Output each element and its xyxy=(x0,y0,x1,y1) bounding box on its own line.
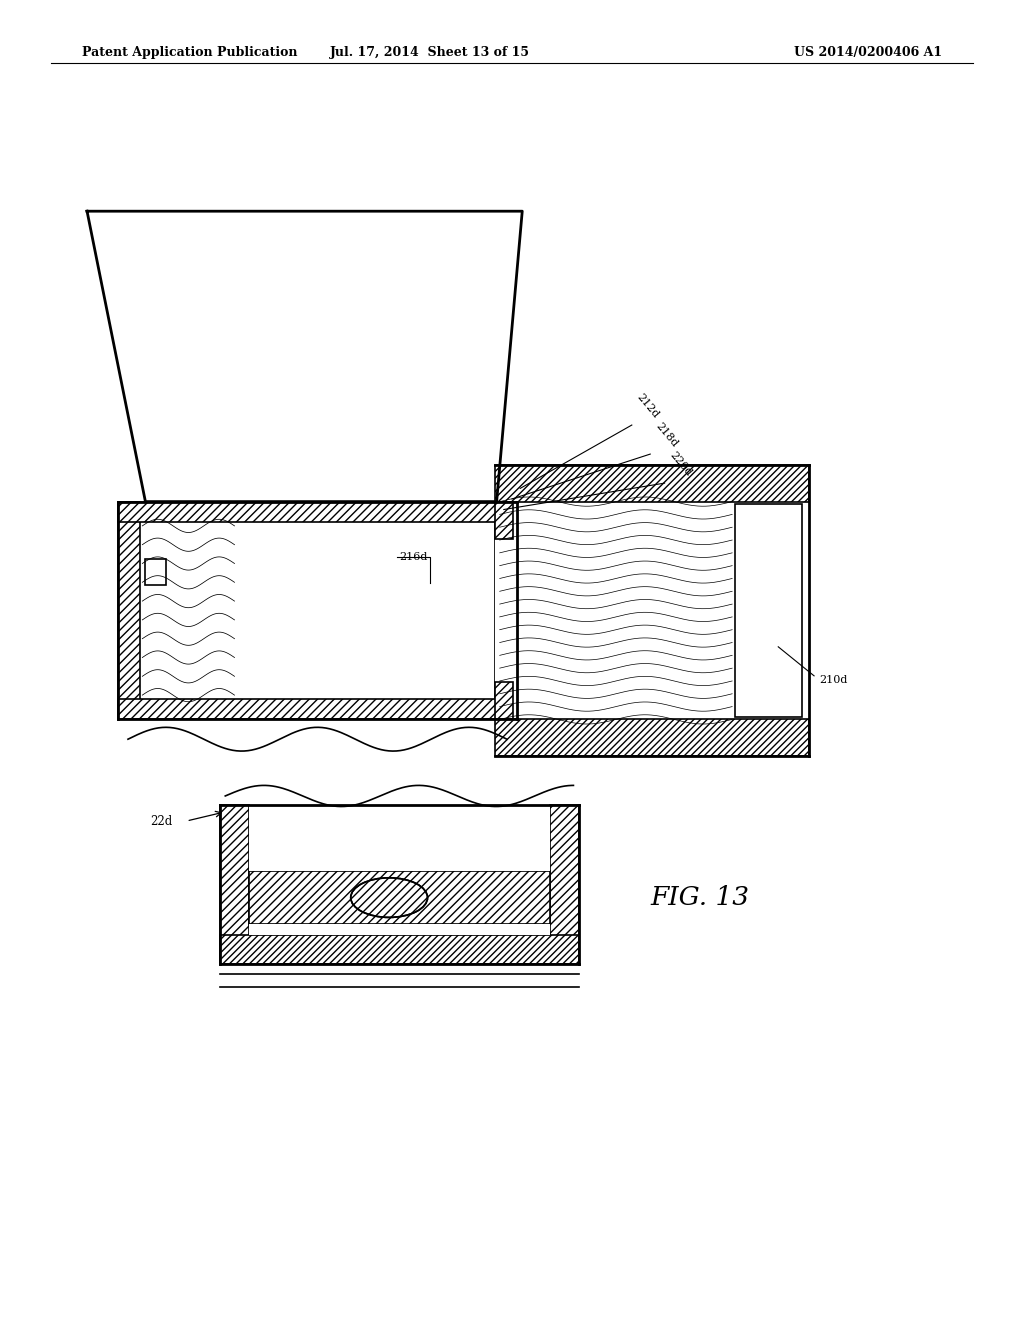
Bar xyxy=(118,700,517,719)
Bar xyxy=(145,558,166,585)
Bar xyxy=(495,465,809,502)
Bar xyxy=(495,719,809,756)
Bar xyxy=(495,502,513,539)
Ellipse shape xyxy=(350,878,427,917)
Bar xyxy=(495,682,513,719)
Text: 212d: 212d xyxy=(635,392,660,420)
Bar xyxy=(495,719,809,756)
Bar xyxy=(118,502,517,521)
Bar xyxy=(118,502,140,719)
Bar xyxy=(550,805,579,964)
Text: US 2014/0200406 A1: US 2014/0200406 A1 xyxy=(794,46,942,59)
Bar xyxy=(495,465,809,756)
Bar xyxy=(220,805,249,964)
Text: Patent Application Publication: Patent Application Publication xyxy=(82,46,297,59)
Text: Jul. 17, 2014  Sheet 13 of 15: Jul. 17, 2014 Sheet 13 of 15 xyxy=(330,46,530,59)
Bar xyxy=(249,805,550,871)
Text: FIG. 13: FIG. 13 xyxy=(650,886,750,909)
Bar xyxy=(495,465,809,502)
Bar xyxy=(495,502,517,719)
Bar xyxy=(495,682,513,719)
Text: 216d: 216d xyxy=(399,552,428,562)
Bar xyxy=(220,805,579,990)
Text: 22d: 22d xyxy=(150,814,172,828)
Bar xyxy=(118,700,517,719)
Bar xyxy=(220,805,249,964)
Bar xyxy=(118,502,517,521)
Bar xyxy=(249,871,550,924)
Text: 218d: 218d xyxy=(653,421,679,449)
Bar xyxy=(118,502,517,719)
Bar xyxy=(118,502,140,719)
Bar xyxy=(220,935,579,964)
Bar xyxy=(220,935,579,964)
Bar xyxy=(495,502,517,719)
Bar xyxy=(249,871,550,924)
Text: 210d: 210d xyxy=(819,675,848,685)
Bar xyxy=(495,502,513,539)
Text: 220d: 220d xyxy=(668,450,693,478)
Bar xyxy=(249,924,550,935)
Bar xyxy=(550,805,579,964)
Bar xyxy=(735,504,802,717)
